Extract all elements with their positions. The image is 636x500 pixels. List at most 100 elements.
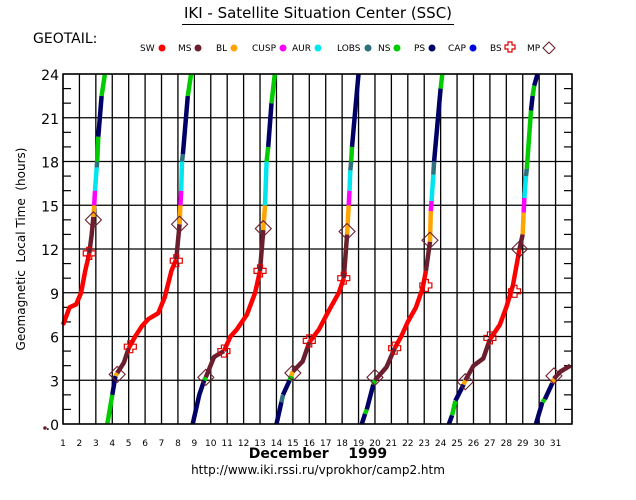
orbit-segment-ms xyxy=(423,241,433,272)
legend-dot-icon xyxy=(469,44,477,52)
orbit-segment-aur xyxy=(347,170,353,191)
x-tick-label: 19 xyxy=(353,439,365,449)
y-tick-label: 24 xyxy=(41,68,59,84)
legend-dot-icon xyxy=(230,44,238,52)
page-title: IKI - Satellite Situation Center (SSC) xyxy=(0,4,636,25)
legend-cross-icon xyxy=(504,41,516,53)
x-tick-label: 30 xyxy=(533,439,545,449)
orbit-segment-cusp xyxy=(178,190,184,206)
orbit-segment-bl xyxy=(177,205,183,225)
legend-dot-icon xyxy=(158,44,166,52)
legend-item-bl: BL xyxy=(216,37,243,54)
orbit-segment-bl xyxy=(289,370,295,377)
orbit-segment-bl xyxy=(427,211,434,242)
legend-label: CUSP xyxy=(252,44,277,54)
bow-shock-marker xyxy=(388,341,402,355)
legend-label: AUR xyxy=(292,44,311,54)
legend-label: MS xyxy=(178,44,192,54)
orbit-segment-bl xyxy=(113,371,120,378)
orbit-segment-ps xyxy=(274,401,284,425)
plot-frame xyxy=(62,73,573,425)
magnetopause-marker xyxy=(421,231,439,250)
orbit-segment-ps xyxy=(265,103,274,148)
orbit-segment-ns xyxy=(363,408,369,415)
bow-shock-marker xyxy=(419,278,433,293)
y-tick-label: 6 xyxy=(50,331,59,347)
orbit-segment-ns xyxy=(264,146,271,162)
magnetopause-marker xyxy=(84,211,103,229)
y-tick-label: 21 xyxy=(41,112,59,128)
x-tick-label: 11 xyxy=(221,439,232,449)
orbit-segment-lobs xyxy=(94,161,100,168)
orbit-segment-ps xyxy=(110,375,118,396)
orbit-segment-cusp xyxy=(91,190,98,206)
orbit-segment-lobs xyxy=(348,161,354,171)
orbit-segment-lobs xyxy=(431,161,437,175)
orbit-segment-sw xyxy=(60,252,92,326)
x-tick-label: 1 xyxy=(60,439,66,449)
x-tick-label: 2 xyxy=(77,439,83,449)
orbit-segment-ps xyxy=(190,379,207,425)
orbit-segment-aur xyxy=(522,175,529,199)
bow-shock-marker xyxy=(169,254,183,268)
x-tick-label: 25 xyxy=(451,439,462,449)
y-tick-label: 9 xyxy=(50,287,59,303)
legend-item-cusp: CUSP xyxy=(252,37,292,54)
magnetopause-marker xyxy=(366,368,384,387)
magnetopause-marker xyxy=(545,367,563,385)
orbit-segment-aur xyxy=(178,161,185,191)
magnetopause-marker xyxy=(338,222,356,241)
x-tick-label: 6 xyxy=(142,439,148,449)
orbit-segment-sw xyxy=(392,270,429,350)
x-tick-label: 8 xyxy=(175,439,181,449)
legend-dot-icon xyxy=(393,44,401,52)
orbit-segment-ms xyxy=(552,363,572,381)
x-tick-label: 16 xyxy=(304,439,316,449)
orbit-segment-sw xyxy=(221,270,263,353)
x-tick-label: 12 xyxy=(238,439,249,449)
orbit-segment-ps xyxy=(542,382,555,401)
x-tick-label: 5 xyxy=(126,439,132,449)
magnetopause-marker xyxy=(108,365,126,384)
x-tick-label: 23 xyxy=(418,439,429,449)
legend-label: SW xyxy=(140,44,155,54)
legend-item-ms: MS xyxy=(178,37,207,54)
orbit-segment-ns xyxy=(348,146,355,162)
orbit-segment-ms xyxy=(341,234,350,279)
legend-item-bs: BS xyxy=(490,37,518,54)
orbit-segment-ns xyxy=(540,397,547,404)
x-tick-label: 15 xyxy=(287,439,298,449)
legend-item-cap: CAP xyxy=(448,37,482,54)
orbit-segment-cusp xyxy=(428,200,434,212)
x-tick-label: 18 xyxy=(336,439,348,449)
x-tick-label: 20 xyxy=(369,439,381,449)
legend-item-lobs: LOBS xyxy=(337,37,377,54)
magnetopause-marker xyxy=(456,372,475,391)
orbit-segment-cusp xyxy=(346,190,352,206)
bow-shock-marker xyxy=(253,264,267,278)
x-tick-label: 13 xyxy=(254,439,265,449)
bow-shock-marker xyxy=(217,344,231,358)
orbit-segment-bl xyxy=(461,379,468,386)
orbit-segment-ns xyxy=(438,73,445,89)
bow-shock-marker xyxy=(483,331,497,345)
x-tick-label: 14 xyxy=(271,439,283,449)
orbit-segment-ps xyxy=(446,414,455,425)
legend-label: BS xyxy=(490,44,502,54)
orbit-segment-aur xyxy=(429,174,436,202)
orbit-segment-bl xyxy=(261,205,268,231)
y-tick-label: 18 xyxy=(41,156,59,172)
legend-label: CAP xyxy=(448,44,466,54)
orbit-segment-bl xyxy=(91,205,97,218)
orbit-segment-ns xyxy=(530,85,537,97)
orbit-segment-bl xyxy=(520,212,526,235)
orbit-segment-ns xyxy=(99,73,108,97)
legend-dot-icon xyxy=(428,44,436,52)
orbit-segment-ps xyxy=(349,73,361,148)
orbit-segment-ps xyxy=(96,95,104,137)
x-tick-label: 28 xyxy=(501,439,513,449)
x-tick-label: 9 xyxy=(191,439,197,449)
x-tick-label: 7 xyxy=(159,439,165,449)
x-tick-label: 4 xyxy=(109,439,115,449)
